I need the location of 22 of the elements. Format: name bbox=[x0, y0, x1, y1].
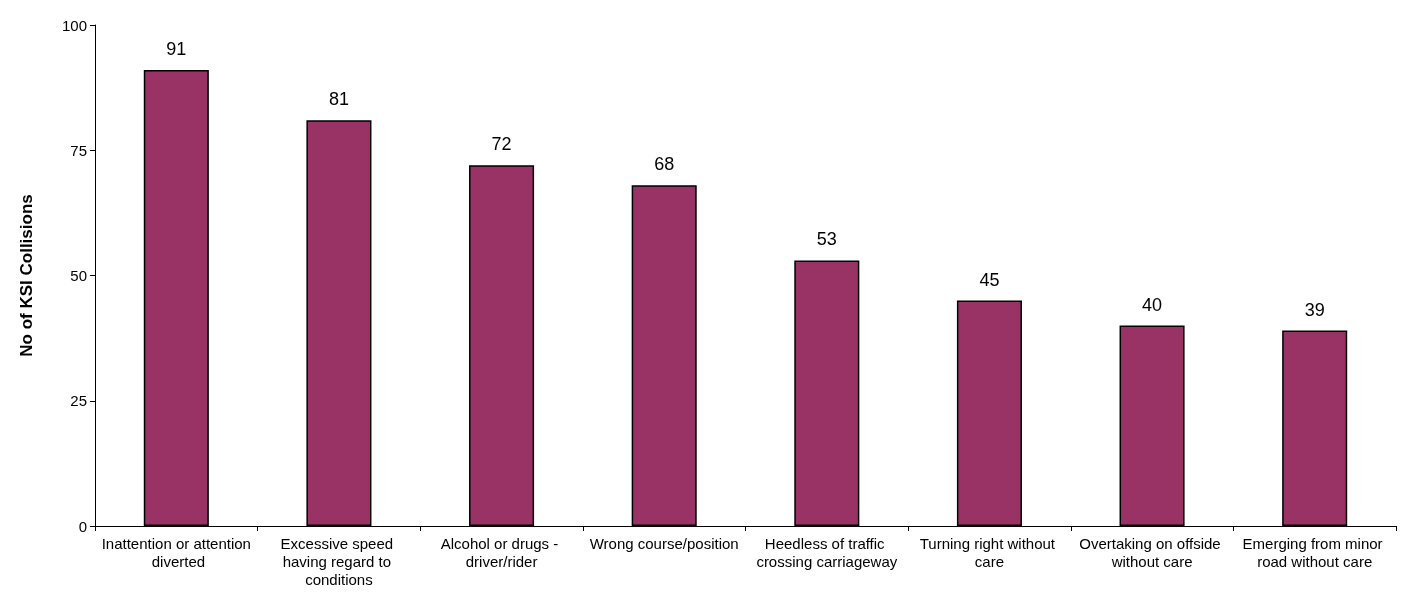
x-tick-label: Turning right without care bbox=[919, 534, 1060, 570]
y-tick-label: 25 bbox=[70, 392, 87, 410]
y-axis-title: No of KSI Collisions bbox=[17, 194, 36, 357]
data-label: 39 bbox=[1304, 299, 1325, 320]
y-tick-label: 50 bbox=[70, 267, 87, 284]
data-label: 91 bbox=[166, 39, 187, 60]
x-tick-label: Inattention or attention diverted bbox=[101, 534, 251, 570]
x-tick-label: Emerging from minor road without care bbox=[1242, 534, 1387, 570]
data-label: 72 bbox=[491, 134, 512, 155]
data-label: 68 bbox=[654, 154, 675, 175]
data-label: 53 bbox=[816, 229, 837, 250]
data-label: 40 bbox=[1142, 294, 1163, 315]
y-tick-label: 75 bbox=[70, 141, 87, 159]
data-label: 81 bbox=[328, 89, 349, 110]
x-tick-label: Overtaking on offside without care bbox=[1079, 534, 1225, 570]
x-tick-label: Excessive speed having regard to conditions bbox=[280, 534, 398, 588]
x-tick-label: Wrong course/position bbox=[589, 534, 739, 552]
y-tick-label: 0 bbox=[78, 517, 87, 535]
x-tick-label: Alcohol or drugs - driver/rider bbox=[440, 534, 563, 570]
x-tick-label: Heedless of traffic crossing carriageway bbox=[756, 534, 898, 570]
y-tick-label: 100 bbox=[61, 16, 87, 34]
data-label: 45 bbox=[979, 269, 1000, 290]
